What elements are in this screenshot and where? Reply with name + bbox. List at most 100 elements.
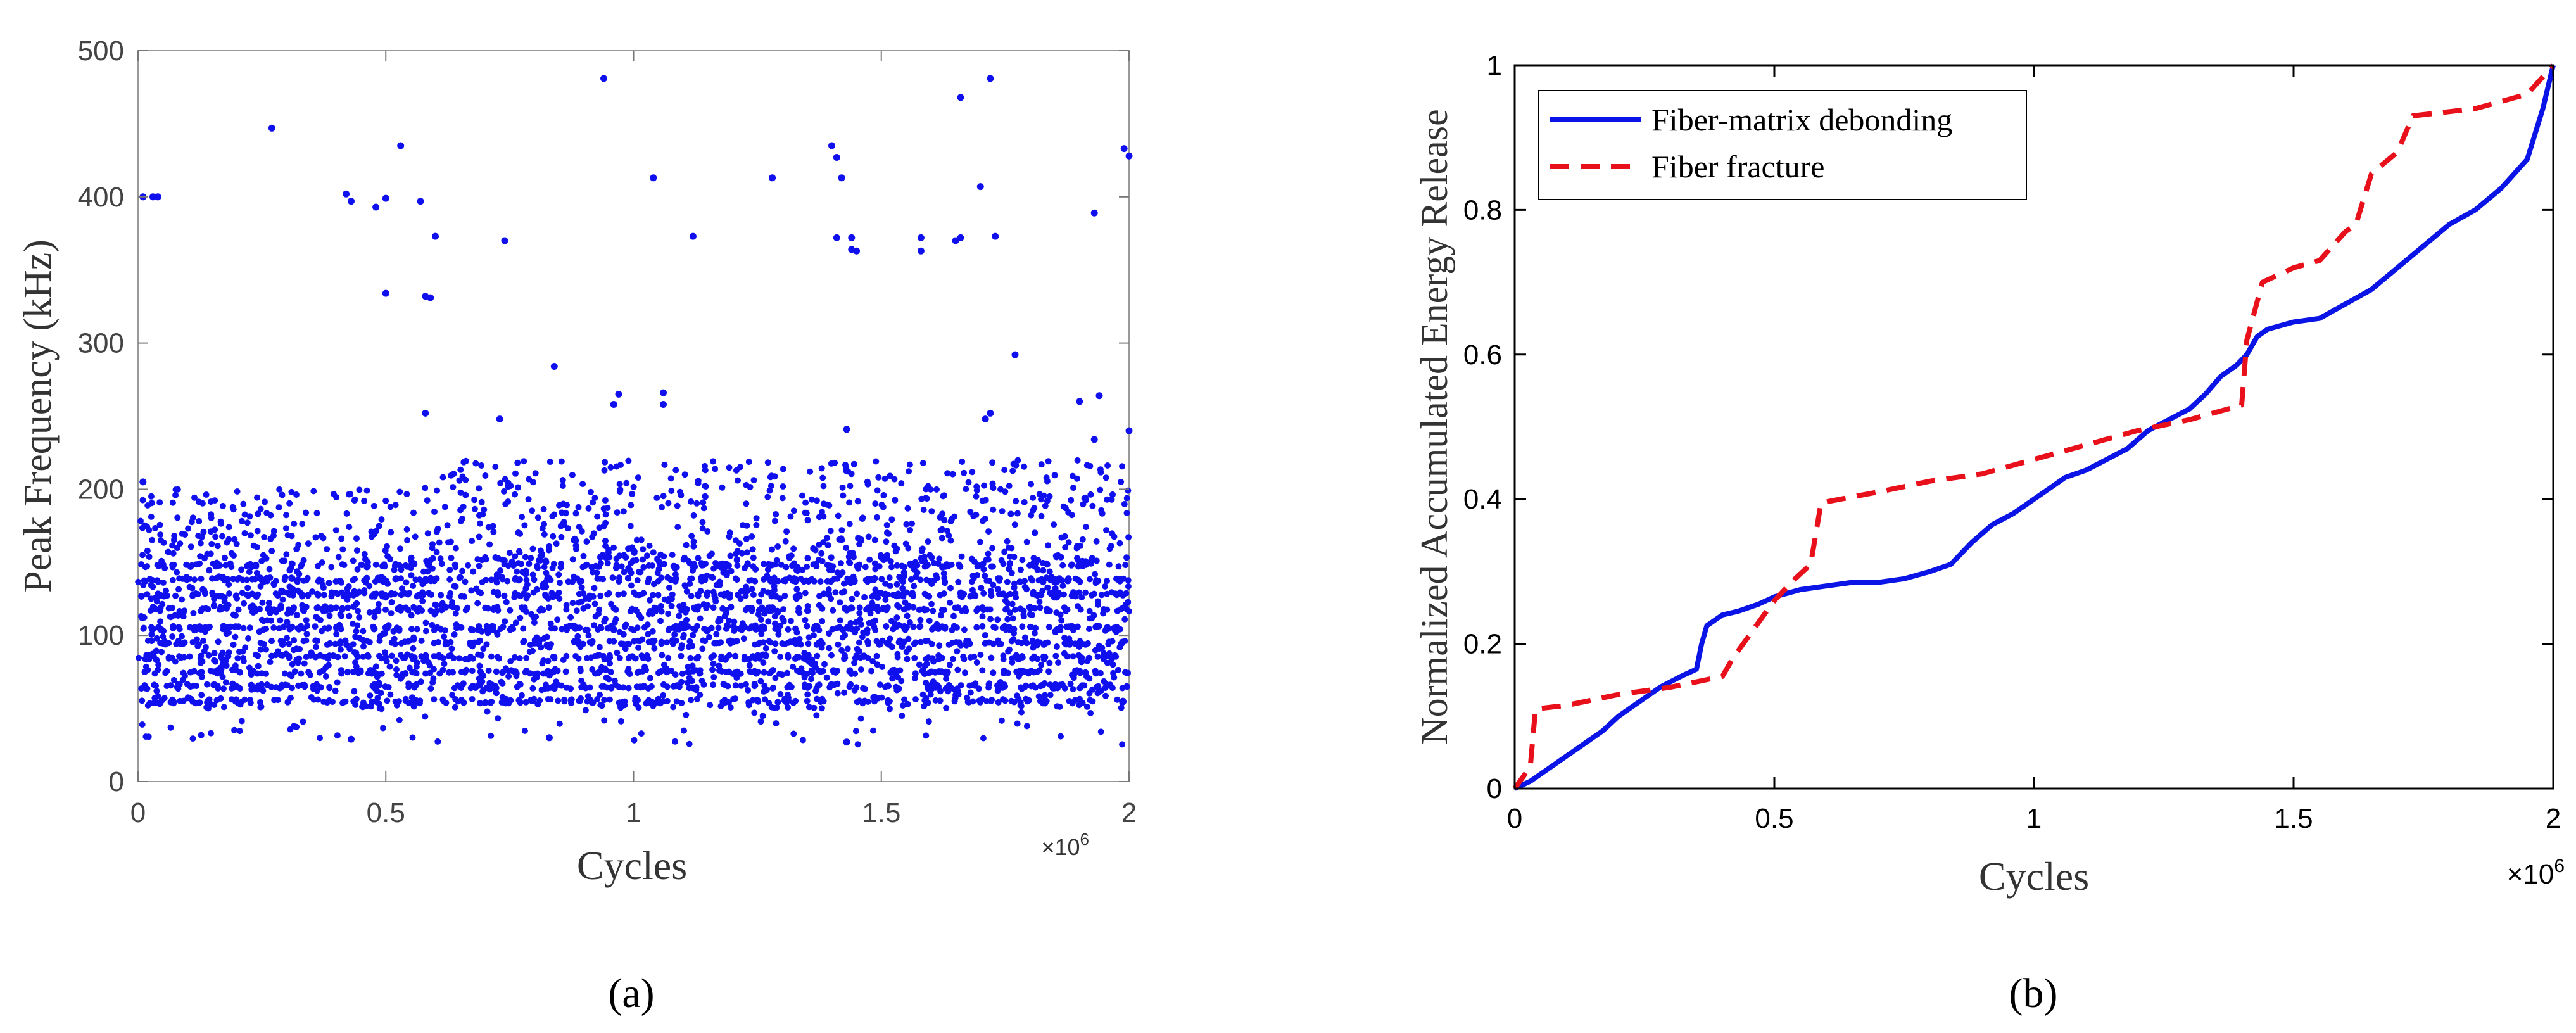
scatter-point	[838, 589, 845, 596]
scatter-point-outlier	[838, 174, 845, 182]
scatter-point	[820, 483, 827, 490]
scatter-point	[448, 472, 455, 479]
scatter-point-outlier	[600, 75, 607, 82]
scatter-point	[776, 595, 783, 602]
scatter-point	[709, 666, 716, 673]
scatter-point	[942, 580, 948, 586]
scatter-point	[512, 491, 519, 498]
scatter-point	[1074, 623, 1081, 630]
scatter-point	[864, 638, 871, 645]
scatter-point	[433, 575, 440, 582]
scatter-point	[948, 561, 955, 568]
scatter-point	[995, 591, 1002, 597]
scatter-point	[935, 626, 942, 632]
scatter-point	[1095, 683, 1102, 690]
scatter-point	[969, 698, 976, 705]
legend-label-fracture: Fiber fracture	[1651, 149, 1824, 184]
scatter-point	[476, 662, 483, 669]
scatter-point	[591, 494, 598, 501]
scatter-point	[353, 695, 360, 702]
scatter-point	[1004, 616, 1011, 623]
scatter-point	[563, 602, 570, 609]
scatter-point	[620, 631, 627, 638]
scatter-point	[660, 561, 667, 567]
scatter-point	[611, 619, 618, 626]
x-tick-label-b: 0.5	[1755, 803, 1793, 834]
scatter-point	[947, 585, 954, 592]
scatter-point	[898, 480, 905, 487]
scatter-point	[910, 592, 917, 599]
scatter-point	[176, 607, 183, 614]
scatter-point	[234, 488, 241, 495]
scatter-point	[810, 545, 817, 552]
scatter-point	[1023, 586, 1030, 593]
scatter-point	[947, 518, 954, 524]
scatter-point	[1038, 461, 1045, 468]
scatter-point	[408, 612, 415, 619]
scatter-point	[139, 552, 146, 559]
scatter-point	[964, 694, 971, 701]
scatter-point	[501, 488, 507, 495]
scatter-point	[735, 477, 741, 484]
scatter-point	[844, 645, 851, 652]
scatter-point	[987, 606, 994, 613]
scatter-point	[363, 579, 369, 586]
scatter-point	[203, 491, 210, 498]
scatter-point	[298, 670, 305, 677]
scatter-point	[514, 568, 521, 575]
scatter-point	[657, 602, 664, 609]
scatter-point	[660, 493, 667, 500]
scatter-point	[456, 477, 463, 484]
scatter-point	[222, 679, 229, 686]
scatter-point	[911, 583, 918, 590]
scatter-point	[550, 683, 557, 690]
scatter-point	[658, 574, 665, 581]
scatter-point	[838, 527, 845, 534]
scatter-point	[451, 583, 458, 590]
scatter-point	[564, 626, 571, 633]
scatter-point	[764, 459, 771, 466]
scatter-point	[650, 581, 657, 588]
scatter-point	[431, 640, 438, 647]
scatter-point	[710, 681, 717, 688]
scatter-point-outlier	[833, 154, 840, 161]
scatter-point	[148, 513, 155, 520]
scatter-point	[968, 555, 975, 562]
scatter-point-outlier	[615, 390, 622, 398]
scatter-point	[879, 637, 886, 644]
scatter-point	[688, 575, 695, 582]
scatter-point	[846, 521, 853, 528]
scatter-point	[961, 626, 968, 633]
scatter-point	[854, 645, 861, 652]
scatter-point	[733, 638, 740, 645]
scatter-point	[1044, 639, 1051, 646]
scatter-point	[275, 625, 282, 632]
scatter-point	[936, 555, 943, 562]
scatter-point	[661, 596, 668, 603]
scatter-point	[1030, 653, 1037, 660]
scatter-point	[507, 607, 514, 614]
scatter-point	[804, 697, 811, 704]
scatter-point	[670, 562, 677, 569]
series-line-debonding	[1513, 65, 2556, 791]
scatter-point	[1087, 576, 1093, 583]
scatter-point	[500, 623, 507, 630]
scatter-point	[1052, 681, 1059, 688]
scatter-point	[1103, 527, 1109, 534]
scatter-point	[690, 668, 697, 675]
scatter-point	[1089, 502, 1096, 509]
scatter-point	[647, 597, 653, 604]
scatter-point	[890, 592, 897, 599]
scatter-point	[487, 699, 494, 706]
legend-b: Fiber-matrix debonding Fiber fracture	[1538, 90, 2027, 200]
scatter-point	[636, 638, 643, 645]
scatter-point	[818, 644, 825, 651]
scatter-point	[559, 477, 566, 483]
scatter-point	[781, 592, 788, 599]
scatter-point	[597, 560, 604, 567]
scatter-point	[699, 519, 706, 526]
scatter-point	[431, 666, 437, 673]
scatter-point	[960, 653, 967, 660]
scatter-point	[300, 638, 307, 645]
scatter-point	[452, 545, 459, 552]
